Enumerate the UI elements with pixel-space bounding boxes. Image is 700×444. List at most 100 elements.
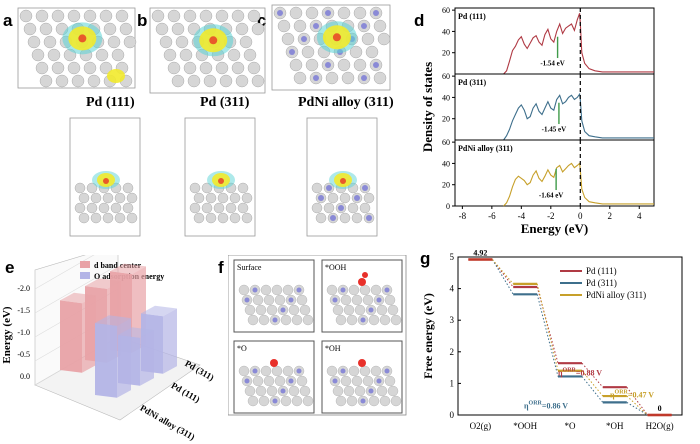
atom bbox=[296, 294, 308, 306]
y-tick-label: 1 bbox=[450, 378, 455, 388]
atom bbox=[384, 375, 396, 387]
ni-atom bbox=[368, 388, 374, 394]
atom bbox=[258, 395, 270, 407]
atom bbox=[19, 9, 33, 23]
ni-atom bbox=[244, 378, 250, 384]
atom bbox=[361, 32, 375, 46]
ni-atom bbox=[272, 317, 278, 323]
ni-atom bbox=[318, 195, 324, 201]
atom bbox=[335, 314, 347, 326]
connector bbox=[536, 294, 559, 377]
ni-atom bbox=[277, 10, 283, 16]
atom bbox=[274, 294, 286, 306]
x-tick-label: -2 bbox=[547, 211, 555, 221]
atom bbox=[90, 192, 102, 204]
atom bbox=[205, 192, 217, 204]
snapshot-label: Surface bbox=[237, 263, 262, 272]
atom bbox=[119, 22, 133, 36]
end-value-label: 0 bbox=[658, 404, 662, 413]
atom bbox=[390, 314, 402, 326]
atom bbox=[193, 192, 205, 204]
atom bbox=[201, 182, 213, 194]
atom bbox=[219, 74, 233, 88]
atom bbox=[122, 182, 134, 194]
atom bbox=[199, 9, 213, 23]
atom bbox=[23, 22, 37, 36]
connector bbox=[626, 395, 648, 416]
x-category-label: *O bbox=[565, 421, 577, 431]
structure-frame-a bbox=[17, 7, 136, 89]
x-category-label: H2O(g) bbox=[646, 421, 674, 431]
atom bbox=[175, 35, 189, 49]
y-tick-label: -1.5 bbox=[17, 306, 30, 315]
atom bbox=[110, 202, 122, 214]
atom bbox=[103, 22, 117, 36]
atom bbox=[205, 212, 217, 224]
dos-subplot-frame bbox=[454, 139, 655, 207]
atom bbox=[78, 212, 90, 224]
atom bbox=[51, 9, 65, 23]
atom bbox=[354, 304, 366, 316]
ni-atom bbox=[332, 378, 338, 384]
legend-label: Pd (111) bbox=[586, 266, 617, 276]
panel-label-a: a bbox=[3, 11, 13, 30]
bar-o-adsorption-0-top bbox=[95, 315, 131, 326]
atom bbox=[114, 192, 126, 204]
atom bbox=[293, 71, 307, 85]
atom bbox=[293, 19, 307, 33]
atom bbox=[51, 61, 65, 75]
atom bbox=[387, 304, 399, 316]
atom bbox=[348, 284, 360, 296]
y-tick-label: 60 bbox=[442, 138, 450, 147]
y-tick-label: 0 bbox=[446, 202, 450, 211]
ni-atom bbox=[340, 287, 346, 293]
y-tick-label: 0.0 bbox=[20, 372, 30, 381]
atom bbox=[359, 202, 371, 214]
atom bbox=[252, 375, 264, 387]
atom bbox=[327, 192, 339, 204]
atom bbox=[354, 385, 366, 397]
atom bbox=[237, 202, 249, 214]
atom bbox=[280, 395, 292, 407]
atom bbox=[301, 45, 315, 59]
atom bbox=[289, 58, 303, 72]
legend-swatch-blue bbox=[80, 272, 90, 279]
x-category-label: O2(g) bbox=[470, 421, 492, 431]
atom bbox=[183, 61, 197, 75]
atom bbox=[377, 32, 391, 46]
atom bbox=[325, 71, 339, 85]
atom bbox=[373, 71, 387, 85]
connector bbox=[491, 259, 514, 295]
dos-series-line bbox=[503, 162, 654, 207]
bar-dband-1-top bbox=[85, 278, 121, 289]
atom bbox=[370, 365, 382, 377]
atom bbox=[115, 9, 129, 23]
category-label: PdNi alloy (311) bbox=[138, 403, 196, 442]
atom bbox=[215, 9, 229, 23]
atom bbox=[238, 284, 250, 296]
eta-label-pd111: ηORR=0.88 V bbox=[558, 368, 602, 378]
atom bbox=[346, 395, 358, 407]
y-tick-label: 60 bbox=[442, 72, 450, 81]
ni-atom bbox=[252, 368, 258, 374]
grid-line bbox=[34, 255, 95, 290]
connector bbox=[536, 286, 559, 364]
dband-center-label: -1.45 eV bbox=[542, 125, 567, 133]
atom bbox=[159, 35, 173, 49]
ni-atom bbox=[354, 195, 360, 201]
atom bbox=[55, 74, 69, 88]
atom bbox=[90, 212, 102, 224]
ni-atom bbox=[361, 75, 367, 81]
atom bbox=[311, 182, 323, 194]
atom bbox=[126, 212, 138, 224]
atom bbox=[263, 294, 275, 306]
atom bbox=[302, 395, 314, 407]
atom bbox=[274, 375, 286, 387]
atom bbox=[87, 74, 101, 88]
bar-dband-0-top bbox=[60, 292, 96, 304]
legend-swatch-red bbox=[80, 261, 90, 268]
bar-o-adsorption-0-side bbox=[117, 318, 131, 398]
atom bbox=[183, 9, 197, 23]
bar-o-adsorption-2-top bbox=[141, 305, 177, 317]
y-tick-label: 4 bbox=[450, 284, 455, 294]
